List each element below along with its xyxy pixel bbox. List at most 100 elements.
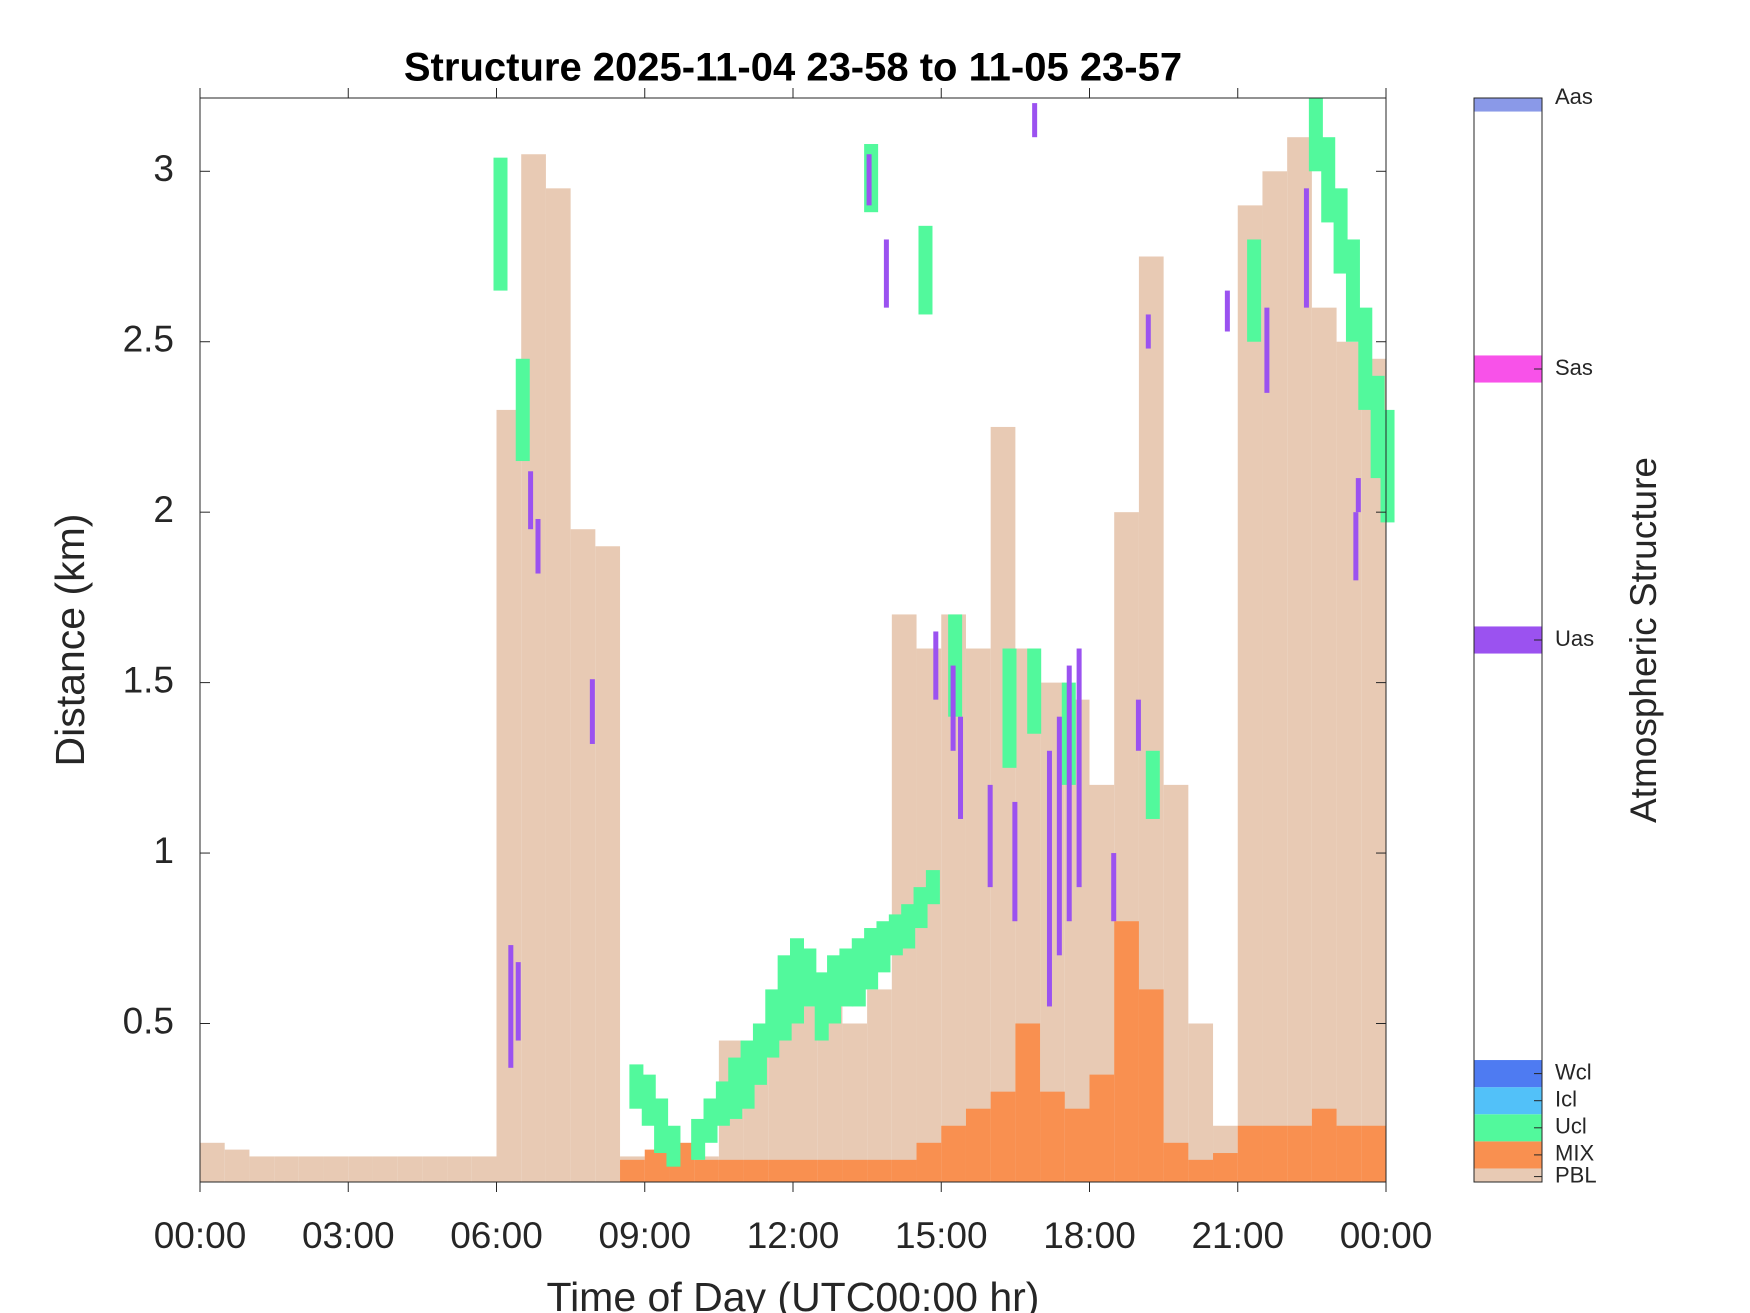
structure-segment — [535, 518, 541, 574]
structure-segment — [958, 716, 964, 819]
structure-bar — [1237, 205, 1263, 1182]
x-tick-label: 21:00 — [1191, 1215, 1284, 1256]
structure-segment — [728, 1057, 743, 1119]
structure-segment — [508, 945, 514, 1068]
structure-segment — [515, 358, 530, 462]
colorbar-label: Atmospheric Structure — [1623, 457, 1664, 823]
structure-segment — [1066, 665, 1072, 922]
structure-segment — [1012, 801, 1018, 922]
x-tick-label: 06:00 — [450, 1215, 543, 1256]
x-tick-label: 18:00 — [1043, 1215, 1136, 1256]
structure-segment — [493, 157, 508, 291]
structure-bar — [298, 1156, 324, 1182]
structure-segment — [790, 938, 804, 1024]
structure-bar — [842, 1159, 868, 1182]
structure-bar — [1138, 989, 1164, 1182]
y-tick-label: 1.5 — [123, 659, 174, 700]
colorbar-tick-label: PBL — [1555, 1162, 1597, 1187]
structure-bar — [348, 1156, 373, 1182]
structure-bar — [867, 1159, 892, 1182]
structure-bar — [1336, 341, 1362, 1182]
structure-segment — [691, 1118, 706, 1160]
structure-segment — [1111, 853, 1117, 922]
structure-segment — [1303, 188, 1309, 308]
structure-segment — [666, 1125, 681, 1167]
x-tick-label: 15:00 — [895, 1215, 988, 1256]
structure-bar — [274, 1156, 299, 1182]
structure-bar — [545, 188, 571, 1183]
structure-segment — [715, 1081, 730, 1126]
x-tick-label: 09:00 — [598, 1215, 691, 1256]
structure-segment — [814, 972, 829, 1041]
structure-bar — [570, 529, 596, 1182]
structure-bar — [1188, 1159, 1214, 1182]
structure-bar — [1089, 1074, 1115, 1182]
colorbar-band — [1474, 1087, 1542, 1115]
structure-bar — [1361, 1125, 1386, 1182]
structure-segment — [1345, 239, 1360, 342]
structure-bar — [965, 1108, 991, 1182]
structure-bar — [595, 546, 621, 1182]
structure-segment — [528, 471, 534, 530]
structure-segment — [1355, 478, 1361, 513]
structure-bar — [1311, 1108, 1337, 1182]
structure-bar — [1311, 307, 1337, 1183]
structure-segment — [1321, 137, 1336, 223]
structure-segment — [1027, 648, 1042, 734]
structure-segment — [777, 955, 792, 1041]
structure-segment — [641, 1074, 656, 1126]
structure-segment — [1002, 648, 1017, 768]
colorbar-band — [1474, 1114, 1542, 1142]
structure-segment — [851, 938, 866, 1007]
structure-bar — [1114, 921, 1139, 1182]
structure-bar — [891, 614, 917, 1182]
structure-bar — [397, 1156, 423, 1182]
structure-bar — [471, 1156, 497, 1182]
structure-segment — [888, 914, 903, 956]
structure-segment — [950, 665, 956, 751]
structure-bar — [644, 1149, 670, 1182]
structure-segment — [864, 928, 879, 990]
colorbar-tick-label: Wcl — [1555, 1059, 1592, 1084]
structure-segment — [925, 870, 940, 905]
structure-bar — [422, 1156, 448, 1182]
structure-segment — [883, 239, 889, 308]
structure-segment — [1247, 239, 1262, 342]
colorbar-tick-label: Aas — [1555, 84, 1593, 109]
colorbar-tick-label: Sas — [1555, 355, 1593, 380]
structure-segment — [654, 1098, 669, 1154]
structure-segment — [1380, 409, 1395, 523]
structure-segment — [933, 631, 939, 700]
structure-bar — [842, 1023, 868, 1182]
structure-segment — [901, 904, 916, 949]
structure-bar — [694, 1159, 719, 1182]
structure-bar — [249, 1156, 275, 1182]
x-axis-label: Time of Day (UTC00:00 hr) — [547, 1274, 1040, 1313]
y-tick-label: 2.5 — [123, 319, 174, 360]
structure-segment — [589, 679, 595, 744]
structure-segment — [802, 948, 817, 1007]
colorbar-band — [1474, 355, 1542, 383]
structure-bar — [793, 1159, 818, 1182]
structure-segment — [629, 1064, 644, 1109]
structure-bar — [521, 154, 546, 1183]
y-tick-label: 3 — [153, 148, 174, 189]
y-tick-label: 1 — [153, 830, 174, 871]
structure-bar — [323, 1156, 349, 1182]
colorbar-tick-label: Uas — [1555, 626, 1594, 651]
structure-segment — [1046, 750, 1052, 1007]
structure-segment — [1145, 314, 1151, 349]
structure-segment — [827, 955, 842, 1024]
structure-bar — [447, 1156, 472, 1182]
structure-bar — [965, 648, 991, 1182]
structure-bar — [1163, 1142, 1189, 1182]
structure-bar — [1040, 1091, 1065, 1182]
structure-segment — [866, 154, 872, 206]
structure-bar — [1163, 784, 1189, 1182]
structure-segment — [987, 784, 993, 888]
structure-segment — [1333, 188, 1348, 274]
structure-bar — [1188, 1023, 1214, 1182]
structure-bar — [1287, 1125, 1312, 1182]
